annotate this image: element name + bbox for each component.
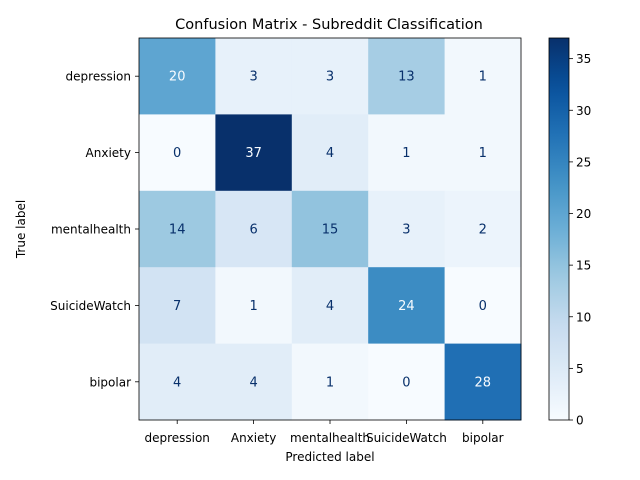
cell-value-label: 1	[479, 70, 487, 85]
y-tick-label: mentalhealth	[51, 223, 131, 237]
y-tick-label: Anxiety	[86, 146, 131, 160]
colorbar-tick-label: 25	[576, 155, 591, 169]
cell-value-label: 3	[402, 223, 410, 238]
cell-value-label: 1	[326, 375, 334, 390]
colorbar-tick-label: 0	[576, 414, 584, 428]
cell-value-label: 15	[322, 223, 339, 238]
cell-value-label: 3	[249, 70, 257, 85]
heatmap-cell	[368, 190, 446, 268]
y-tick-label: bipolar	[89, 375, 131, 389]
colorbar-tick-label: 10	[576, 310, 591, 324]
colorbar-tick-label: 35	[576, 52, 591, 66]
cell-value-label: 1	[249, 299, 257, 314]
cell-value-label: 0	[479, 299, 487, 314]
x-tick-label: mentalhealth	[290, 431, 370, 445]
heatmap-cell	[215, 114, 293, 192]
colorbar	[548, 37, 570, 421]
heatmap-cell	[291, 38, 369, 115]
heatmap-cell	[291, 267, 369, 345]
heatmap-cell	[139, 190, 216, 268]
heatmap-cell	[215, 190, 293, 268]
colorbar-ticks: 0 5 10 15 20 25 30 35	[569, 52, 591, 428]
heatmap-cell	[368, 38, 446, 115]
heatmap-cell-labels: 20 3 3 13 10 37 4 1 114 6 15 3 27 1 4 24 04 4 1 0 28	[169, 70, 491, 391]
colorbar-tick-label: 5	[576, 362, 584, 376]
cell-value-label: 13	[398, 70, 415, 85]
cell-value-label: 0	[173, 146, 181, 161]
cell-value-label: 1	[479, 146, 487, 161]
cell-value-label: 4	[173, 375, 181, 390]
heatmap-cell	[139, 38, 216, 115]
heatmap-cell	[139, 343, 216, 421]
heatmap-cell	[291, 190, 369, 268]
heatmap-cell	[139, 114, 216, 192]
heatmap-cells	[139, 38, 522, 421]
x-axis-label: Predicted label	[285, 450, 374, 464]
y-axis-ticks: depression Anxiety mentalhealth SuicideWatc…	[50, 70, 139, 389]
x-tick-label: bipolar	[462, 431, 504, 445]
cell-value-label: 4	[249, 375, 257, 390]
cell-value-label: 28	[475, 375, 492, 390]
cell-value-label: 4	[326, 146, 334, 161]
heatmap-cell	[291, 114, 369, 192]
heatmap-cell	[215, 343, 293, 421]
heatmap-cell	[215, 38, 293, 115]
heatmap-cell	[368, 114, 446, 192]
cell-value-label: 14	[169, 223, 186, 238]
heatmap-cell	[444, 190, 522, 268]
colorbar-tick-label: 20	[576, 207, 591, 221]
heatmap-cell	[368, 343, 446, 421]
colorbar-tick-label: 15	[576, 259, 591, 273]
heatmap-cell	[368, 267, 446, 345]
cell-value-label: 4	[326, 299, 334, 314]
cell-value-label: 6	[249, 223, 257, 238]
heatmap-cell	[444, 114, 522, 192]
y-axis-label: True label	[14, 200, 28, 259]
cell-value-label: 7	[173, 299, 181, 314]
cell-value-label: 20	[169, 70, 186, 85]
heatmap-cell	[444, 267, 522, 345]
cell-value-label: 0	[402, 375, 410, 390]
x-tick-label: Anxiety	[231, 431, 276, 445]
colorbar-tick-label: 30	[576, 104, 591, 118]
cell-value-label: 1	[402, 146, 410, 161]
cell-value-label: 24	[398, 299, 415, 314]
cell-value-label: 37	[245, 146, 262, 161]
heatmap-cell	[291, 343, 369, 421]
x-tick-label: SuicideWatch	[366, 431, 447, 445]
x-tick-label: depression	[144, 431, 209, 445]
heatmap-cell	[444, 38, 522, 115]
y-tick-label: depression	[66, 70, 131, 84]
y-tick-label: SuicideWatch	[50, 299, 131, 313]
x-axis-ticks: depression Anxiety mentalhealthSuicideWatc…	[144, 420, 504, 445]
heatmap-cell	[139, 267, 216, 345]
chart-title: Confusion Matrix - Subreddit Classificat…	[175, 17, 483, 33]
heatmap-cell	[215, 267, 293, 345]
cell-value-label: 3	[326, 70, 334, 85]
heatmap-cell	[444, 343, 522, 421]
cell-value-label: 2	[479, 223, 487, 238]
